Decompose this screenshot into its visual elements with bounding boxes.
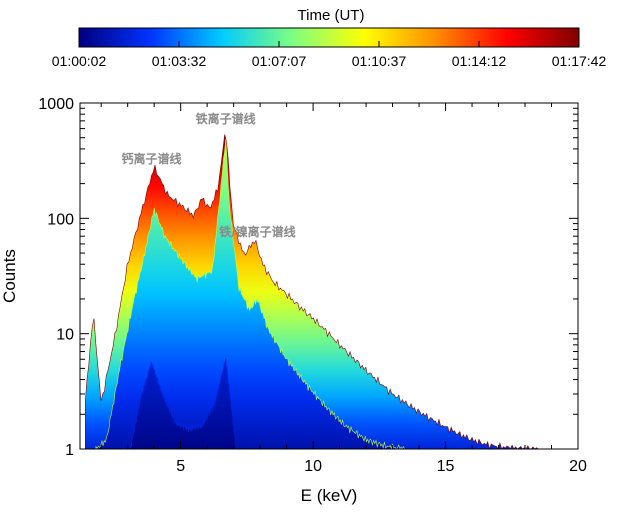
colorbar-title: Time (UT) bbox=[298, 7, 365, 24]
plot-frame bbox=[79, 102, 579, 450]
x-tick-label: 15 bbox=[437, 458, 455, 475]
colorbar-tick-label: 01:07:07 bbox=[252, 53, 307, 69]
x-axis-label: E (keV) bbox=[301, 486, 358, 505]
peak-annotation: 铁/镍离子谱线 bbox=[219, 224, 295, 239]
peak-annotation: 钙离子谱线 bbox=[122, 151, 182, 166]
x-tick-label: 10 bbox=[304, 458, 322, 475]
y-axis-label: Counts bbox=[0, 249, 19, 303]
series-layer bbox=[85, 134, 540, 451]
colorbar-tick-label: 01:03:32 bbox=[152, 53, 207, 69]
y-tick-label: 10 bbox=[56, 327, 74, 344]
colorbar-tick-label: 01:14:12 bbox=[452, 53, 507, 69]
peak-annotation: 铁离子谱线 bbox=[196, 111, 256, 126]
spectrum-series-1 bbox=[95, 138, 406, 451]
colorbar-tick-label: 01:17:42 bbox=[552, 53, 607, 69]
axis-ticks: 5 10 15 20 1 10 100 1000 bbox=[38, 96, 587, 475]
spectrum-series-2 bbox=[130, 358, 237, 450]
y-tick-label: 1000 bbox=[38, 96, 74, 113]
colorbar-tick-label: 01:10:37 bbox=[352, 53, 407, 69]
y-tick-label: 100 bbox=[47, 211, 74, 228]
colorbar-ticks: 01:00:02 01:03:32 01:07:07 01:10:37 01:14:12… bbox=[52, 41, 607, 69]
x-tick-label: 20 bbox=[569, 458, 587, 475]
colorbar bbox=[78, 27, 580, 48]
y-tick-label: 1 bbox=[65, 442, 74, 459]
colorbar-tick-label: 01:00:02 bbox=[52, 53, 107, 69]
x-tick-label: 5 bbox=[176, 458, 185, 475]
